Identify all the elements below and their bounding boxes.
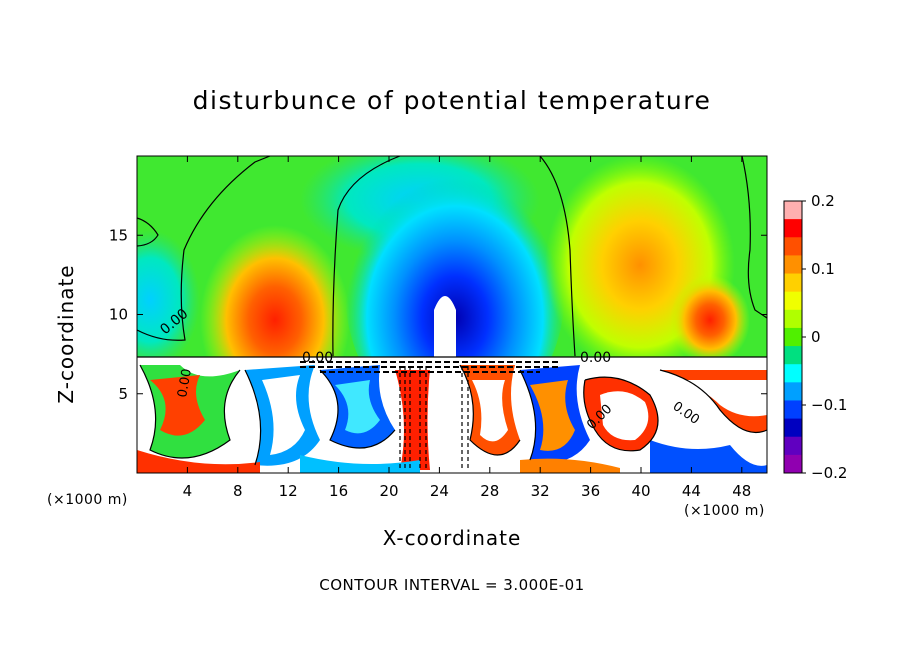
colorbar-swatch [784,382,802,401]
x-tick-label: 4 [183,482,193,500]
x-tick-label: 36 [581,482,600,500]
contour-label: 0.00 [302,350,333,366]
field-cool-west [137,230,200,370]
x-tick-label: 16 [329,482,348,500]
colorbar-swatch [784,364,802,383]
field-warm-east-core [670,275,750,365]
colorbar-swatch [784,219,802,238]
colorbar-swatch [784,255,802,275]
colorbar-swatch [784,291,802,311]
colorbar-swatch [784,327,802,347]
colorbar-tick-label: 0.1 [811,260,835,278]
x-tick-label: 20 [379,482,398,500]
x-tick-label: 48 [732,482,751,500]
colorbar-swatch [784,346,802,365]
colorbar-swatch [784,400,802,420]
x-tick-label: 24 [430,482,449,500]
colorbar: 0.2 0.1 0 −0.1 −0.2 [783,192,847,482]
x-tick-label: 8 [233,482,243,500]
colorbar-swatch [784,201,802,220]
y-tick-label: 10 [109,306,128,324]
contour-lines [137,156,767,470]
heatmap-field [137,156,767,473]
x-tick-label: 40 [631,482,650,500]
colorbar-swatch [784,454,802,474]
contour-label: 0.00 [580,350,611,366]
colorbar-swatch [784,418,802,438]
x-axis-label: X-coordinate [382,526,522,550]
x-tick-label: 28 [480,482,499,500]
chart-title: disturbunce of potential temperature [192,86,712,115]
y-tick-label: 5 [118,385,128,403]
x-tick-label: 32 [531,482,550,500]
colorbar-tick-label: −0.2 [811,464,847,482]
colorbar-tick-label: 0 [811,328,821,346]
x-tick-label: 44 [682,482,701,500]
x-tick-label: 12 [279,482,298,500]
lower-turbulent-layer [137,357,767,473]
y-axis-label: Z-coordinate [54,264,78,404]
y-axis-ticks: 5 10 15 [109,226,767,403]
field-cold-core-white [434,296,456,357]
contour-interval-note: CONTOUR INTERVAL = 3.000E-01 [319,576,585,594]
x-unit-label: (×1000 m) [684,503,765,519]
colorbar-tick-label: −0.1 [811,396,847,414]
contour-label: 0.00 [175,368,195,399]
x-axis-ticks: 4 8 12 16 20 24 28 32 36 40 44 48 [183,156,751,500]
y-unit-label: (×1000 m) [47,492,128,508]
colorbar-swatch [784,237,802,256]
y-tick-label: 15 [109,226,128,244]
colorbar-tick-label: 0.2 [811,192,835,210]
colorbar-swatch [784,309,802,329]
colorbar-swatch [784,273,802,293]
colorbar-swatch [784,436,802,456]
